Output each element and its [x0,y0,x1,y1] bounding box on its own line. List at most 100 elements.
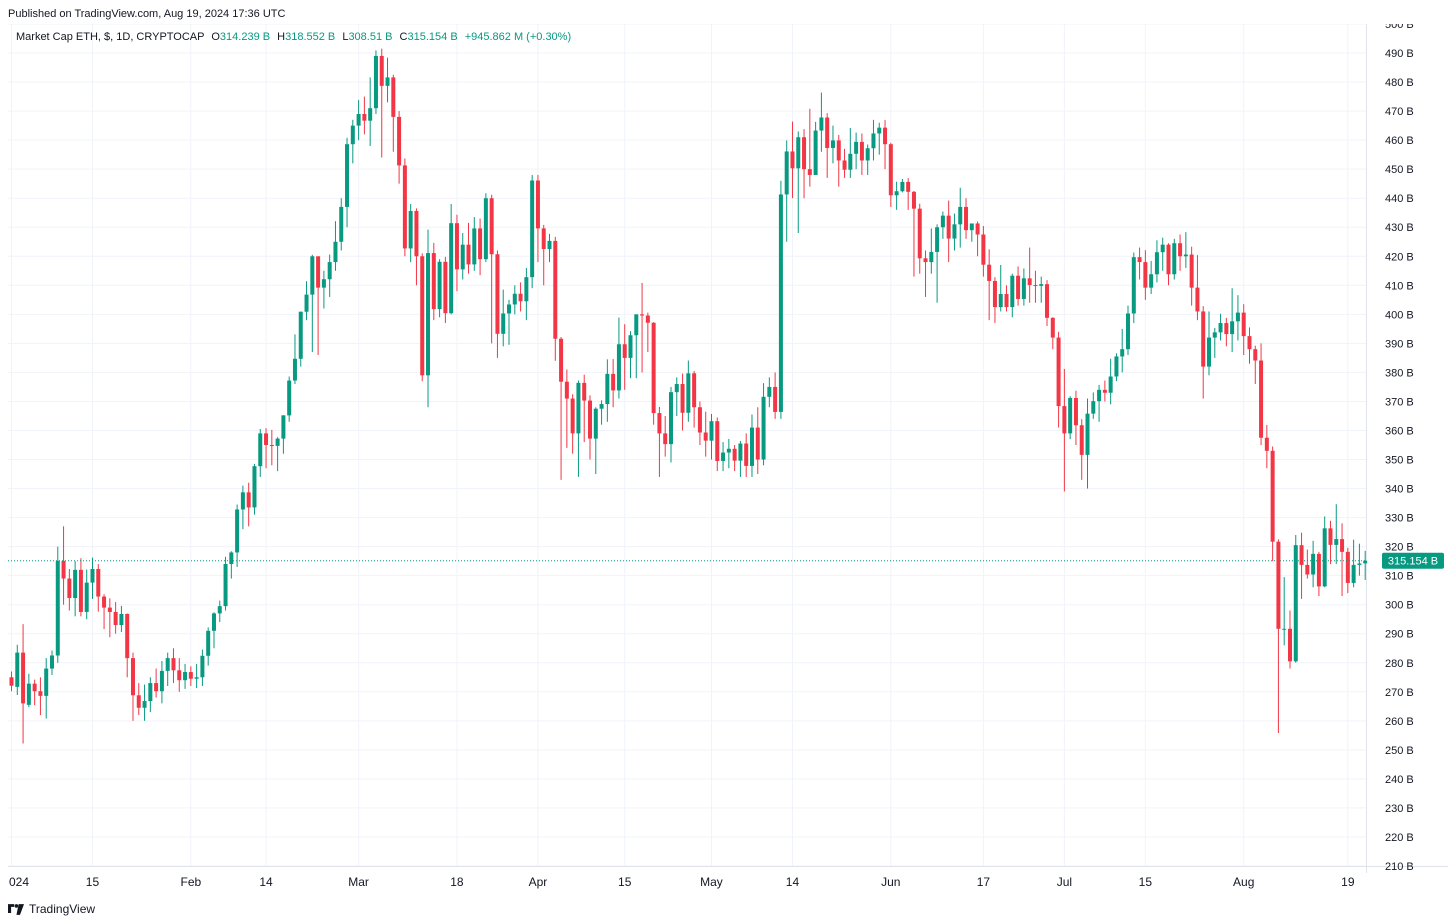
candle[interactable] [194,663,199,689]
candle[interactable] [1287,610,1292,669]
candle[interactable] [524,267,529,321]
candle[interactable] [125,613,130,678]
candle[interactable] [1183,232,1188,268]
candle[interactable] [61,526,66,605]
candle[interactable] [640,282,645,373]
candle[interactable] [148,677,153,713]
candle[interactable] [96,564,101,612]
candle[interactable] [21,624,26,744]
candle[interactable] [9,671,14,692]
candle[interactable] [165,652,170,686]
candle[interactable] [935,224,940,303]
candle[interactable] [1149,260,1154,295]
candle[interactable] [865,144,870,175]
candle[interactable] [1137,247,1142,280]
candle[interactable] [264,428,269,469]
candle[interactable] [796,131,801,234]
candle[interactable] [1108,358,1113,405]
candle[interactable] [703,411,708,457]
candle[interactable] [73,561,78,617]
candle[interactable] [755,407,760,475]
candle[interactable] [802,129,807,199]
candle[interactable] [345,137,350,228]
candle[interactable] [1235,295,1240,341]
candle[interactable] [1328,520,1333,565]
candle[interactable] [304,281,309,321]
candle[interactable] [917,203,922,274]
candle[interactable] [55,546,60,663]
candle[interactable] [582,374,587,443]
candle[interactable] [634,314,639,379]
candle[interactable] [489,194,494,344]
candle[interactable] [235,504,240,567]
candle[interactable] [535,174,540,263]
candle[interactable] [119,605,124,632]
candle[interactable] [443,256,448,324]
candle[interactable] [599,400,604,425]
candle[interactable] [1340,523,1345,596]
candle[interactable] [1195,255,1200,321]
candle[interactable] [478,218,483,276]
candle[interactable] [686,360,691,422]
candle[interactable] [1276,539,1281,734]
candle[interactable] [15,644,20,695]
candle[interactable] [1079,419,1084,480]
candle[interactable] [67,568,72,611]
candle[interactable] [784,140,789,242]
candle[interactable] [107,598,112,638]
candle[interactable] [715,417,720,472]
candle[interactable] [651,322,656,425]
candle[interactable] [1102,380,1107,402]
candle[interactable] [981,226,986,277]
candle[interactable] [281,415,286,454]
candle[interactable] [1126,305,1131,355]
candle[interactable] [813,121,818,175]
candle[interactable] [871,119,876,161]
candle[interactable] [616,317,621,399]
candle[interactable] [154,668,159,698]
candle[interactable] [588,395,592,460]
candle[interactable] [1259,343,1264,445]
candle[interactable] [958,187,963,248]
candle[interactable] [1322,516,1327,588]
candle[interactable] [258,429,263,477]
candle[interactable] [1062,368,1067,492]
candle[interactable] [790,121,795,199]
candle[interactable] [1097,384,1102,422]
candle[interactable] [327,254,332,297]
candle[interactable] [559,336,564,480]
candle[interactable] [211,612,216,649]
candle[interactable] [622,324,627,390]
candle[interactable] [964,198,969,239]
candle[interactable] [946,200,951,263]
candle[interactable] [1311,540,1316,588]
candle[interactable] [402,158,407,257]
candle[interactable] [1178,234,1183,271]
candle[interactable] [472,217,477,271]
candle[interactable] [512,285,517,315]
candle[interactable] [183,663,188,689]
candle[interactable] [778,180,783,419]
candle[interactable] [1068,396,1073,440]
candle[interactable] [223,556,228,611]
candle[interactable] [1345,547,1350,594]
candle[interactable] [200,649,205,686]
candle[interactable] [854,132,859,170]
candle[interactable] [570,394,575,454]
candle[interactable] [767,377,772,408]
candle[interactable] [316,256,321,355]
candle[interactable] [1016,266,1021,306]
candle[interactable] [136,683,141,716]
candle[interactable] [1073,390,1078,445]
candle[interactable] [84,569,89,620]
candle[interactable] [408,204,413,263]
candle[interactable] [1056,331,1061,428]
candle[interactable] [431,242,436,321]
candle[interactable] [819,92,824,152]
candle[interactable] [761,383,766,466]
candle[interactable] [292,334,297,385]
candle[interactable] [373,50,378,115]
candle[interactable] [26,673,31,708]
candle[interactable] [483,193,488,263]
candle[interactable] [894,181,899,210]
